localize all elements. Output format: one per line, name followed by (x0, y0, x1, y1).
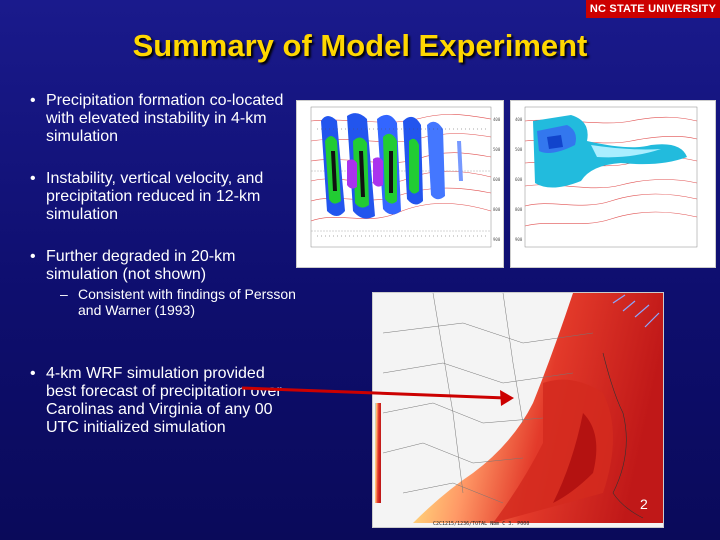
bullet-text: Further degraded in 20-km simulation (no… (46, 248, 236, 283)
svg-text:C2C1215/1236/TOTAL Nbm C 3. P0: C2C1215/1236/TOTAL Nbm C 3. P000 (433, 521, 529, 527)
cross-section-4km-figure: 400 500 600 800 900 (296, 100, 504, 268)
cross-section-12km-plot: 400 500 600 800 900 (515, 106, 698, 248)
cross-section-12km-figure: 400 500 600 800 900 (510, 100, 716, 268)
sub-bullet-text: Consistent with findings of Persson and … (78, 286, 296, 318)
bullet-dot: • (30, 170, 36, 187)
bullet-dot: • (30, 92, 36, 109)
bullet-text: Instability, vertical velocity, and prec… (46, 170, 264, 223)
bullet-dot: • (30, 365, 36, 382)
svg-text:600: 600 (515, 177, 523, 182)
nc-state-logo: NC STATE UNIVERSITY (586, 0, 720, 18)
svg-text:600: 600 (493, 177, 501, 182)
svg-text:900: 900 (493, 237, 501, 242)
slide-number: 2 (640, 496, 648, 512)
bullet-text: 4-km WRF simulation provided best foreca… (46, 365, 282, 436)
svg-text:500: 500 (493, 147, 501, 152)
svg-text:800: 800 (515, 207, 523, 212)
cross-section-4km-plot: 400 500 600 800 900 (310, 106, 501, 248)
svg-text:500: 500 (515, 147, 523, 152)
precipitation-map-plot: C2C1215/1236/TOTAL Nbm C 3. P000 (373, 293, 663, 527)
slide-title: Summary of Model Experiment (132, 28, 588, 63)
sub-bullet-dash: – (60, 286, 68, 302)
bullet-dot: • (30, 248, 36, 265)
bullet-text: Precipitation formation co-located with … (46, 92, 284, 145)
svg-text:900: 900 (515, 237, 523, 242)
svg-text:400: 400 (493, 117, 501, 122)
svg-text:400: 400 (515, 117, 523, 122)
precipitation-map-figure: C2C1215/1236/TOTAL Nbm C 3. P000 (372, 292, 664, 528)
svg-text:800: 800 (493, 207, 501, 212)
